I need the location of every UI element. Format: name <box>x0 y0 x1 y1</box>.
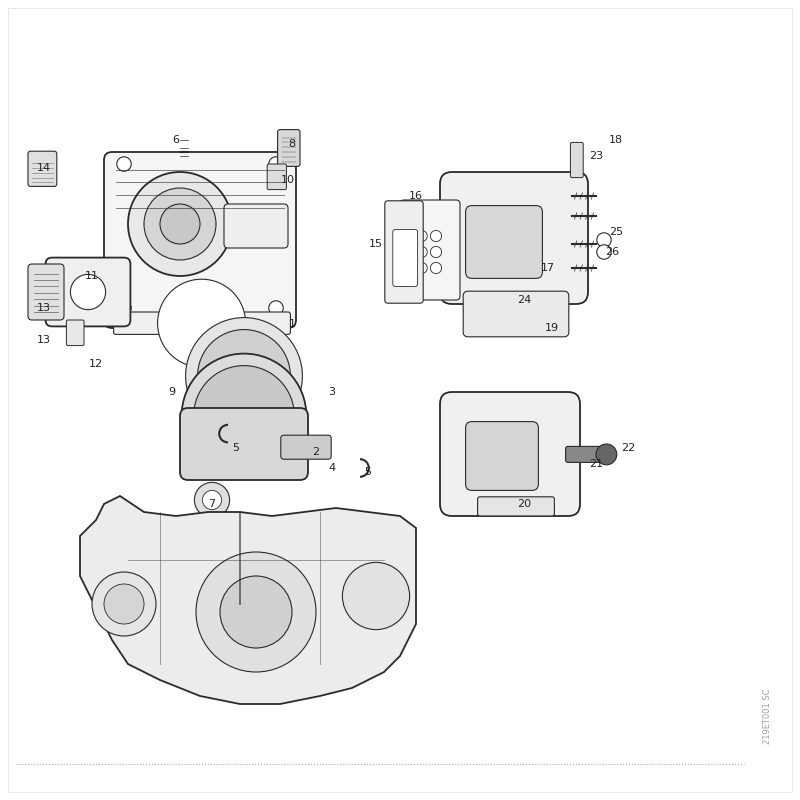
Circle shape <box>186 318 302 434</box>
Circle shape <box>269 157 283 171</box>
Circle shape <box>430 262 442 274</box>
FancyBboxPatch shape <box>278 130 300 166</box>
Circle shape <box>416 230 427 242</box>
Circle shape <box>416 246 427 258</box>
Text: 25: 25 <box>609 227 623 237</box>
Circle shape <box>198 330 290 422</box>
Circle shape <box>117 157 131 171</box>
Circle shape <box>269 301 283 315</box>
Text: 219ET001 SC: 219ET001 SC <box>763 689 773 744</box>
FancyBboxPatch shape <box>28 264 64 320</box>
Polygon shape <box>80 496 416 704</box>
Text: 2: 2 <box>313 447 319 457</box>
Text: 16: 16 <box>409 191 423 201</box>
FancyBboxPatch shape <box>466 206 542 278</box>
Text: 7: 7 <box>209 499 215 509</box>
Text: 5: 5 <box>233 443 239 453</box>
FancyBboxPatch shape <box>104 152 296 328</box>
Circle shape <box>70 274 106 310</box>
FancyBboxPatch shape <box>267 164 286 190</box>
FancyBboxPatch shape <box>180 408 308 480</box>
Text: 13: 13 <box>37 335 51 345</box>
Text: 8: 8 <box>289 139 295 149</box>
Circle shape <box>597 233 611 247</box>
Circle shape <box>144 188 216 260</box>
Circle shape <box>430 230 442 242</box>
FancyBboxPatch shape <box>66 320 84 346</box>
Text: 10: 10 <box>281 175 295 185</box>
FancyBboxPatch shape <box>570 142 583 178</box>
Circle shape <box>416 262 427 274</box>
Circle shape <box>596 444 617 465</box>
Text: 11: 11 <box>85 271 99 281</box>
Text: 13: 13 <box>37 303 51 313</box>
Circle shape <box>342 562 410 630</box>
Circle shape <box>196 552 316 672</box>
Text: 17: 17 <box>541 263 555 273</box>
FancyBboxPatch shape <box>114 312 290 334</box>
Text: 15: 15 <box>369 239 383 249</box>
Text: 1: 1 <box>289 319 295 329</box>
Text: 6: 6 <box>173 135 179 145</box>
Circle shape <box>194 482 230 518</box>
FancyBboxPatch shape <box>393 230 418 286</box>
Circle shape <box>202 490 222 510</box>
Circle shape <box>182 354 306 478</box>
Text: 26: 26 <box>605 247 619 257</box>
Text: 14: 14 <box>37 163 51 173</box>
Text: 23: 23 <box>589 151 603 161</box>
Circle shape <box>158 279 246 367</box>
Text: 22: 22 <box>621 443 635 453</box>
FancyBboxPatch shape <box>28 151 57 186</box>
Circle shape <box>220 576 292 648</box>
Circle shape <box>104 584 144 624</box>
FancyBboxPatch shape <box>281 435 331 459</box>
Circle shape <box>128 172 232 276</box>
Text: 12: 12 <box>89 359 103 369</box>
FancyBboxPatch shape <box>46 258 130 326</box>
Text: 5: 5 <box>365 467 371 477</box>
Text: 3: 3 <box>329 387 335 397</box>
FancyBboxPatch shape <box>466 422 538 490</box>
FancyBboxPatch shape <box>463 291 569 337</box>
FancyBboxPatch shape <box>224 204 288 248</box>
FancyBboxPatch shape <box>440 392 580 516</box>
FancyBboxPatch shape <box>566 446 606 462</box>
Text: 24: 24 <box>517 295 531 305</box>
Text: 20: 20 <box>517 499 531 509</box>
Circle shape <box>160 204 200 244</box>
Circle shape <box>117 301 131 315</box>
Circle shape <box>92 572 156 636</box>
Text: 21: 21 <box>589 459 603 469</box>
Circle shape <box>597 245 611 259</box>
Text: 19: 19 <box>545 323 559 333</box>
FancyBboxPatch shape <box>400 200 460 300</box>
Circle shape <box>430 246 442 258</box>
Circle shape <box>194 366 294 466</box>
FancyBboxPatch shape <box>478 497 554 516</box>
FancyBboxPatch shape <box>385 201 423 303</box>
Text: 4: 4 <box>329 463 335 473</box>
FancyBboxPatch shape <box>440 172 588 304</box>
Text: 18: 18 <box>609 135 623 145</box>
Text: 9: 9 <box>169 387 175 397</box>
